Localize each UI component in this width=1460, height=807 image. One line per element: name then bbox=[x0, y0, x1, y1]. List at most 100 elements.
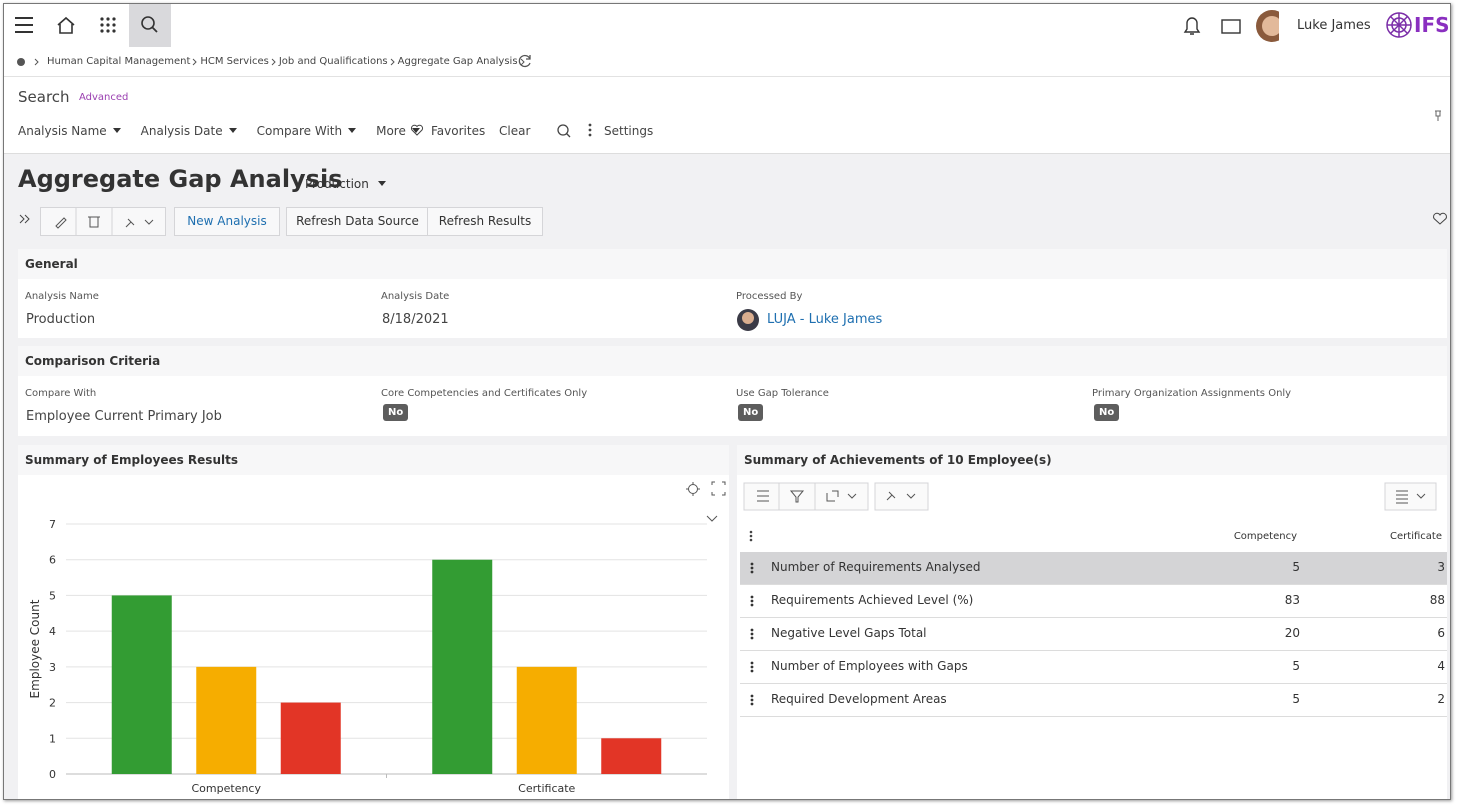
table-row[interactable]: Requirements Achieved Level (%) 83 88 bbox=[740, 585, 1447, 618]
filter-dropdown[interactable]: Analysis Date bbox=[141, 124, 237, 138]
chart-panel: Summary of Employees Results 0 1 2 3 4 5 6 7 Emp… bbox=[18, 445, 729, 799]
command-icons[interactable] bbox=[40, 207, 166, 236]
filter-label: Analysis Date bbox=[140, 124, 223, 138]
logo: IFS bbox=[1414, 13, 1450, 37]
field-label: Use Gap Tolerance bbox=[736, 388, 829, 399]
x-tick-label: Certificate bbox=[518, 782, 575, 795]
search-tools[interactable] bbox=[554, 122, 604, 140]
dot bbox=[750, 694, 754, 698]
bar bbox=[280, 702, 341, 774]
dot bbox=[750, 661, 754, 665]
y-tick-label: 7 bbox=[49, 518, 56, 531]
cell-value: 83 bbox=[1284, 593, 1300, 607]
dot bbox=[750, 628, 754, 632]
logo-mark bbox=[1386, 12, 1412, 38]
bar bbox=[196, 666, 257, 774]
breadcrumb-item[interactable]: HCM Services bbox=[200, 56, 269, 67]
field-value: Production bbox=[26, 312, 96, 327]
dot bbox=[750, 636, 754, 640]
filter-dropdown[interactable]: Analysis Name bbox=[18, 124, 121, 138]
clear[interactable]: Clear bbox=[499, 124, 531, 138]
dot bbox=[750, 566, 754, 570]
settings[interactable]: Settings bbox=[604, 124, 654, 138]
row-label: Number of Employees with Gaps bbox=[771, 659, 968, 673]
panel-title: General bbox=[18, 249, 1447, 279]
table-row[interactable]: Required Development Areas 5 2 bbox=[740, 684, 1447, 717]
bar bbox=[516, 666, 577, 774]
breadcrumb-separator bbox=[193, 58, 198, 66]
window: Luke James IFS Human Capital Management H… bbox=[3, 3, 1451, 800]
column-header: Certificate bbox=[1390, 531, 1442, 542]
advanced-link[interactable]: Advanced bbox=[79, 92, 129, 103]
row-label: Negative Level Gaps Total bbox=[771, 626, 927, 640]
button[interactable]: Refresh Data Source bbox=[286, 207, 429, 236]
row-menu bbox=[750, 562, 754, 574]
dot bbox=[750, 632, 754, 636]
field-value: 8/18/2021 bbox=[382, 312, 449, 327]
breadcrumb-item[interactable]: Aggregate Gap Analysis bbox=[397, 56, 518, 67]
breadcrumb-item[interactable]: Job and Qualifications bbox=[278, 56, 388, 67]
user-name[interactable]: Luke James bbox=[1297, 18, 1371, 33]
avatar bbox=[737, 309, 759, 331]
dot bbox=[750, 603, 754, 607]
field-link[interactable]: LUJA - Luke James bbox=[767, 312, 883, 327]
refresh-icon[interactable] bbox=[517, 53, 533, 69]
chevron bbox=[193, 58, 198, 66]
field-label: Analysis Name bbox=[25, 291, 99, 302]
dot bbox=[750, 665, 754, 669]
toggle-badge: No bbox=[738, 404, 764, 421]
favorites[interactable]: Favorites bbox=[431, 124, 486, 138]
y-tick-label: 2 bbox=[49, 697, 56, 710]
pin-icon[interactable] bbox=[1432, 109, 1444, 123]
chart: 0 1 2 3 4 5 6 7 Employee Count Competency Certific… bbox=[28, 481, 726, 795]
dot bbox=[750, 702, 754, 706]
chevron bbox=[271, 58, 276, 66]
x-tick-label: Competency bbox=[192, 782, 262, 795]
cell-value: 2 bbox=[1437, 692, 1445, 706]
search-title: Search bbox=[18, 88, 70, 106]
breadcrumb-home[interactable] bbox=[14, 55, 40, 69]
dot bbox=[750, 698, 754, 702]
chart-tools[interactable] bbox=[686, 481, 726, 522]
table-panel: Summary of Achievements of 10 Employee(s… bbox=[737, 445, 1447, 799]
top-bar bbox=[4, 4, 1450, 47]
filter-dropdown[interactable]: Compare With bbox=[257, 124, 357, 138]
table-row[interactable]: Negative Level Gaps Total 20 6 bbox=[740, 618, 1447, 651]
panel-title: Comparison Criteria bbox=[18, 346, 1447, 376]
y-tick-label: 4 bbox=[49, 625, 56, 638]
toggle-badge: No bbox=[383, 404, 409, 421]
row-label: Requirements Achieved Level (%) bbox=[771, 593, 974, 607]
favorite-icon[interactable] bbox=[1432, 211, 1448, 227]
bar bbox=[601, 738, 662, 774]
field-value: Employee Current Primary Job bbox=[26, 409, 222, 424]
field-label: Analysis Date bbox=[381, 291, 450, 302]
expand-icon[interactable] bbox=[18, 212, 32, 226]
y-tick-label: 0 bbox=[49, 768, 56, 781]
table-toolbar[interactable] bbox=[737, 475, 1447, 515]
button[interactable]: New Analysis bbox=[174, 207, 280, 236]
breadcrumb-separator bbox=[520, 58, 525, 66]
search-panel bbox=[4, 77, 1450, 154]
row-label: Number of Requirements Analysed bbox=[771, 560, 981, 574]
table-row[interactable]: Number of Employees with Gaps 5 4 bbox=[740, 651, 1447, 684]
button[interactable]: Refresh Results bbox=[427, 207, 543, 236]
breadcrumb: Human Capital Management HCM Services Job … bbox=[47, 56, 528, 68]
header-icons bbox=[1183, 10, 1279, 42]
filter-bar: Analysis Name Analysis Date Compare With Mo… bbox=[18, 124, 440, 138]
row-menu bbox=[750, 694, 754, 706]
dot bbox=[750, 570, 754, 574]
bar bbox=[432, 559, 493, 774]
filter-label: More bbox=[376, 124, 406, 138]
y-axis-label: Employee Count bbox=[28, 599, 42, 698]
cell-value: 4 bbox=[1437, 659, 1445, 673]
table-row[interactable]: Number of Requirements Analysed 5 3 bbox=[740, 552, 1447, 585]
context-selector[interactable]: Production bbox=[305, 177, 386, 191]
filter-dropdown[interactable]: More bbox=[376, 124, 420, 138]
breadcrumb-bar bbox=[4, 47, 1450, 77]
breadcrumb-item[interactable]: Human Capital Management bbox=[47, 56, 191, 67]
y-tick-label: 3 bbox=[49, 661, 56, 674]
caret bbox=[411, 128, 420, 133]
y-tick-label: 5 bbox=[49, 589, 56, 602]
column-menu[interactable] bbox=[747, 529, 755, 543]
